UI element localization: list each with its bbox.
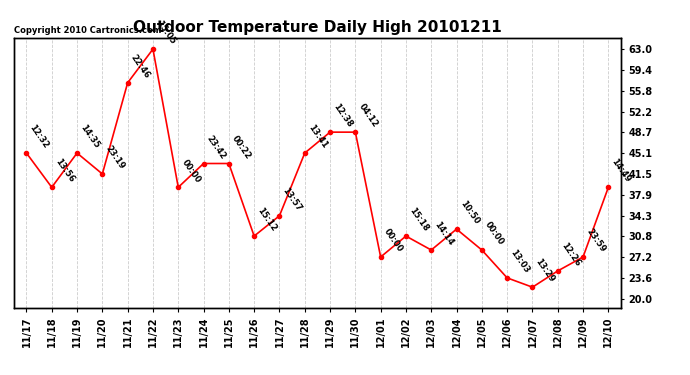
Text: Copyright 2010 Cartronics.com: Copyright 2010 Cartronics.com	[14, 26, 161, 35]
Text: 13:57: 13:57	[281, 186, 304, 213]
Text: 15:05: 15:05	[155, 19, 177, 46]
Text: 13:41: 13:41	[306, 123, 329, 150]
Text: 23:42: 23:42	[205, 134, 228, 161]
Text: 23:59: 23:59	[584, 227, 607, 254]
Text: 14:35: 14:35	[79, 123, 101, 150]
Title: Outdoor Temperature Daily High 20101211: Outdoor Temperature Daily High 20101211	[133, 20, 502, 35]
Text: 00:00: 00:00	[483, 220, 506, 247]
Text: 00:00: 00:00	[382, 228, 404, 254]
Text: 12:38: 12:38	[331, 102, 354, 129]
Text: 12:26: 12:26	[559, 241, 582, 268]
Text: 10:50: 10:50	[458, 200, 480, 226]
Text: 13:29: 13:29	[534, 257, 556, 284]
Text: 14:49: 14:49	[610, 158, 633, 184]
Text: 15:18: 15:18	[407, 206, 430, 233]
Text: 13:56: 13:56	[53, 158, 76, 184]
Text: 15:12: 15:12	[255, 206, 278, 233]
Text: 14:14: 14:14	[433, 220, 455, 247]
Text: 00:00: 00:00	[179, 158, 202, 184]
Text: 12:32: 12:32	[28, 123, 50, 150]
Text: 00:22: 00:22	[230, 134, 253, 161]
Text: 04:12: 04:12	[357, 102, 380, 129]
Text: 22:46: 22:46	[129, 53, 152, 80]
Text: 23:19: 23:19	[104, 144, 126, 171]
Text: 13:03: 13:03	[509, 248, 531, 275]
